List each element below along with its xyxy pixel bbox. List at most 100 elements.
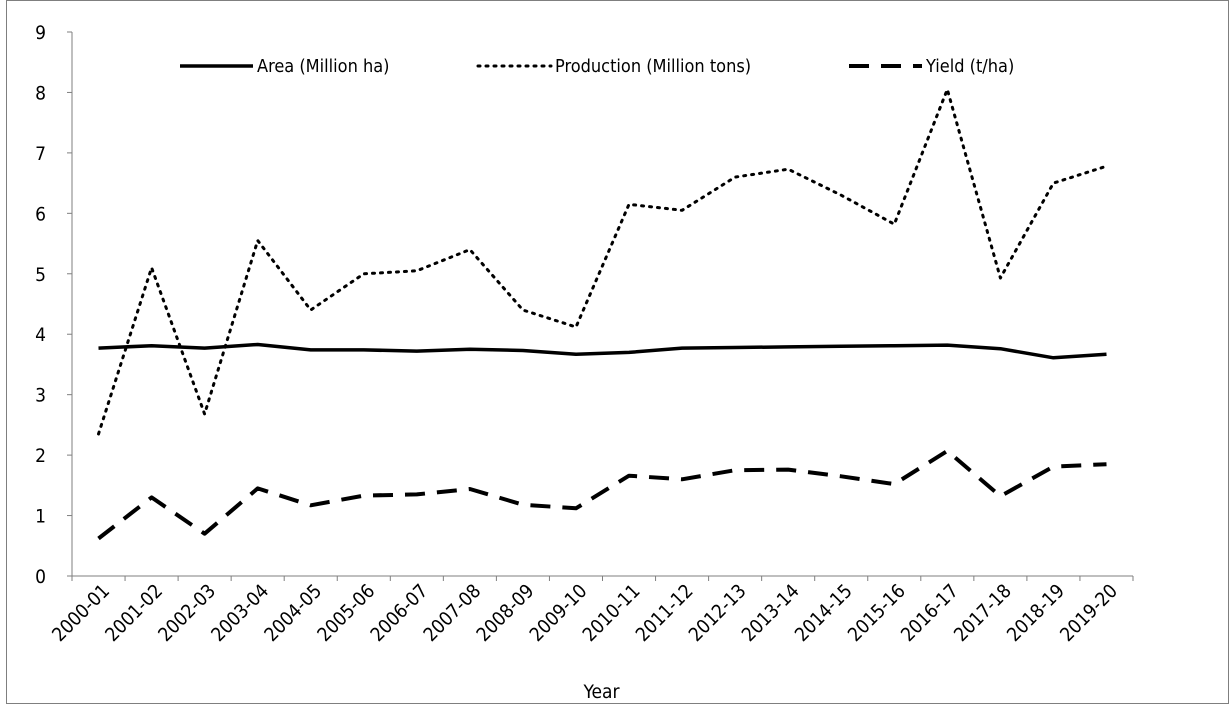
data-point-area-million-ha [892, 343, 897, 348]
data-point-production-million-tons [202, 412, 207, 417]
data-point-yield-t-ha [202, 531, 207, 536]
data-point-area-million-ha [149, 343, 154, 348]
data-point-area-million-ha [627, 350, 632, 355]
data-point-production-million-tons [573, 324, 578, 329]
data-point-yield-t-ha [414, 492, 419, 497]
series-line-production-million-tons [97, 87, 1108, 436]
data-point-area-million-ha [255, 342, 260, 347]
data-point-yield-t-ha [255, 486, 260, 491]
legend: Area (Million ha) Production (Million ton… [180, 56, 1014, 77]
x-tick-label: 2009-10 [525, 580, 591, 646]
data-point-area-million-ha [520, 348, 525, 353]
data-point-area-million-ha [786, 344, 791, 349]
data-point-production-million-tons [1104, 164, 1109, 169]
x-tick-label: 2015-16 [844, 580, 910, 646]
data-point-production-million-tons [414, 268, 419, 273]
chart-frame [6, 0, 1229, 704]
x-axis-title: Year [583, 681, 621, 703]
data-point-area-million-ha [680, 346, 685, 351]
data-point-yield-t-ha [998, 494, 1003, 499]
data-point-production-million-tons [733, 175, 738, 180]
y-tick-label: 7 [35, 143, 46, 165]
data-point-yield-t-ha [308, 503, 313, 508]
data-point-area-million-ha [998, 346, 1003, 351]
x-tick-label: 2013-14 [738, 580, 804, 646]
data-point-yield-t-ha [945, 448, 950, 453]
data-point-yield-t-ha [1104, 462, 1109, 467]
y-tick-label: 9 [35, 22, 46, 44]
data-point-production-million-tons [945, 87, 950, 92]
plot-area: 01234567892000-012001-022002-032003-0420… [35, 22, 1134, 646]
data-point-area-million-ha [414, 349, 419, 354]
data-point-production-million-tons [627, 202, 632, 207]
legend-label-production-million-tons: Production (Million tons) [555, 56, 751, 77]
data-point-yield-t-ha [680, 477, 685, 482]
x-tick-label: 2008-09 [472, 580, 538, 646]
data-point-yield-t-ha [149, 495, 154, 500]
data-point-area-million-ha [467, 347, 472, 352]
data-point-production-million-tons [467, 247, 472, 252]
data-point-production-million-tons [680, 208, 685, 213]
data-point-yield-t-ha [733, 468, 738, 473]
data-point-yield-t-ha [467, 486, 472, 491]
y-tick-label: 0 [35, 566, 46, 588]
x-tick-label: 2012-13 [685, 580, 751, 646]
x-tick-label: 2006-07 [366, 580, 432, 646]
data-point-yield-t-ha [573, 506, 578, 511]
x-tick-label: 2010-11 [579, 580, 645, 646]
data-point-area-million-ha [96, 346, 101, 351]
data-point-production-million-tons [1051, 181, 1056, 186]
x-tick-label: 2014-15 [791, 580, 857, 646]
data-point-production-million-tons [255, 238, 260, 243]
data-point-area-million-ha [945, 343, 950, 348]
data-point-area-million-ha [1104, 352, 1109, 357]
x-tick-label: 2011-12 [632, 580, 698, 646]
data-point-production-million-tons [308, 308, 313, 313]
x-tick-label: 2000-01 [48, 580, 114, 646]
x-tick-label: 2001-02 [101, 580, 167, 646]
x-tick-label: 2016-17 [897, 580, 963, 646]
data-point-yield-t-ha [361, 493, 366, 498]
data-point-yield-t-ha [520, 502, 525, 507]
data-point-area-million-ha [1051, 355, 1056, 360]
data-point-yield-t-ha [786, 467, 791, 472]
data-point-production-million-tons [149, 265, 154, 270]
x-tick-label: 2004-05 [260, 580, 326, 646]
y-tick-label: 1 [35, 506, 46, 528]
legend-label-area-million-ha: Area (Million ha) [257, 56, 389, 77]
data-point-production-million-tons [998, 276, 1003, 281]
data-point-yield-t-ha [839, 474, 844, 479]
x-tick-label: 2017-18 [950, 580, 1016, 646]
data-point-production-million-tons [892, 222, 897, 227]
data-point-area-million-ha [733, 345, 738, 350]
y-tick-label: 4 [35, 324, 46, 346]
x-tick-label: 2005-06 [313, 580, 379, 646]
data-point-production-million-tons [839, 193, 844, 198]
data-point-production-million-tons [361, 271, 366, 276]
x-tick-label: 2018-19 [1003, 580, 1069, 646]
data-point-production-million-tons [520, 308, 525, 313]
legend-label-yield-t-ha: Yield (t/ha) [925, 56, 1014, 77]
x-tick-label: 2007-08 [419, 580, 485, 646]
series-line-yield-t-ha [97, 448, 1107, 541]
data-point-area-million-ha [839, 344, 844, 349]
x-tick-label: 2019-20 [1056, 580, 1122, 646]
data-point-production-million-tons [96, 431, 101, 436]
y-tick-label: 3 [35, 385, 46, 407]
y-tick-label: 5 [35, 264, 46, 286]
data-point-production-million-tons [786, 167, 791, 172]
data-point-area-million-ha [202, 346, 207, 351]
y-tick-label: 2 [35, 445, 46, 467]
data-point-yield-t-ha [96, 536, 101, 541]
series-line-area-million-ha [98, 342, 1107, 360]
data-point-area-million-ha [573, 352, 578, 357]
y-tick-label: 8 [35, 82, 46, 104]
data-point-area-million-ha [308, 347, 313, 352]
data-point-area-million-ha [361, 347, 366, 352]
x-tick-label: 2003-04 [207, 580, 273, 646]
data-point-yield-t-ha [1051, 464, 1056, 469]
y-tick-label: 6 [35, 203, 46, 225]
x-tick-label: 2002-03 [154, 580, 220, 646]
data-point-yield-t-ha [892, 482, 897, 487]
